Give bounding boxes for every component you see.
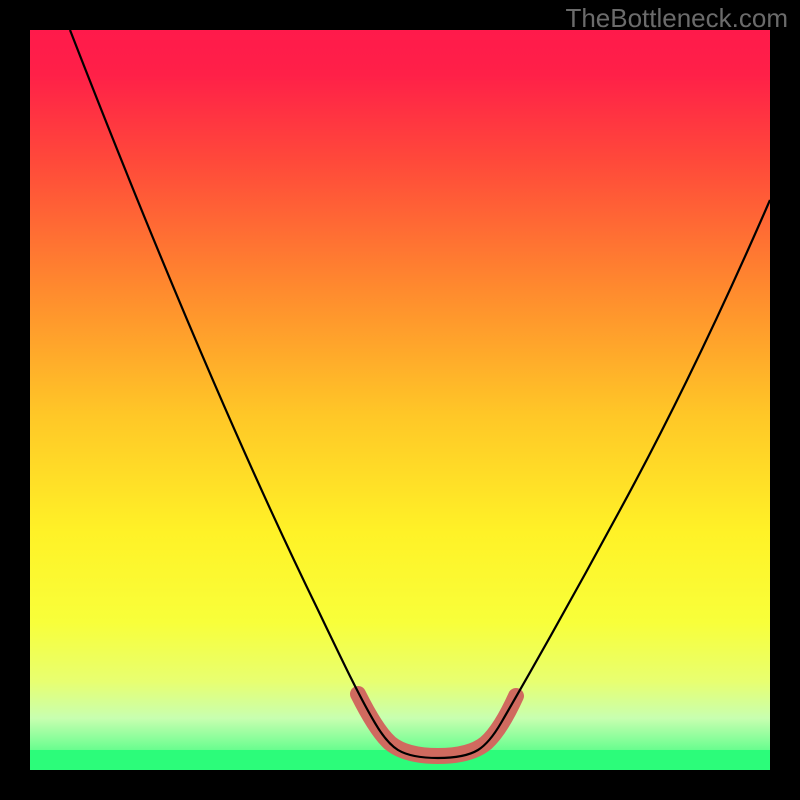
chart-canvas: TheBottleneck.com [0,0,800,800]
main-curve-path [70,30,770,758]
valley-highlight-path [358,694,516,756]
plot-area [30,30,770,770]
curves-svg [30,30,770,770]
watermark-text: TheBottleneck.com [565,3,788,34]
